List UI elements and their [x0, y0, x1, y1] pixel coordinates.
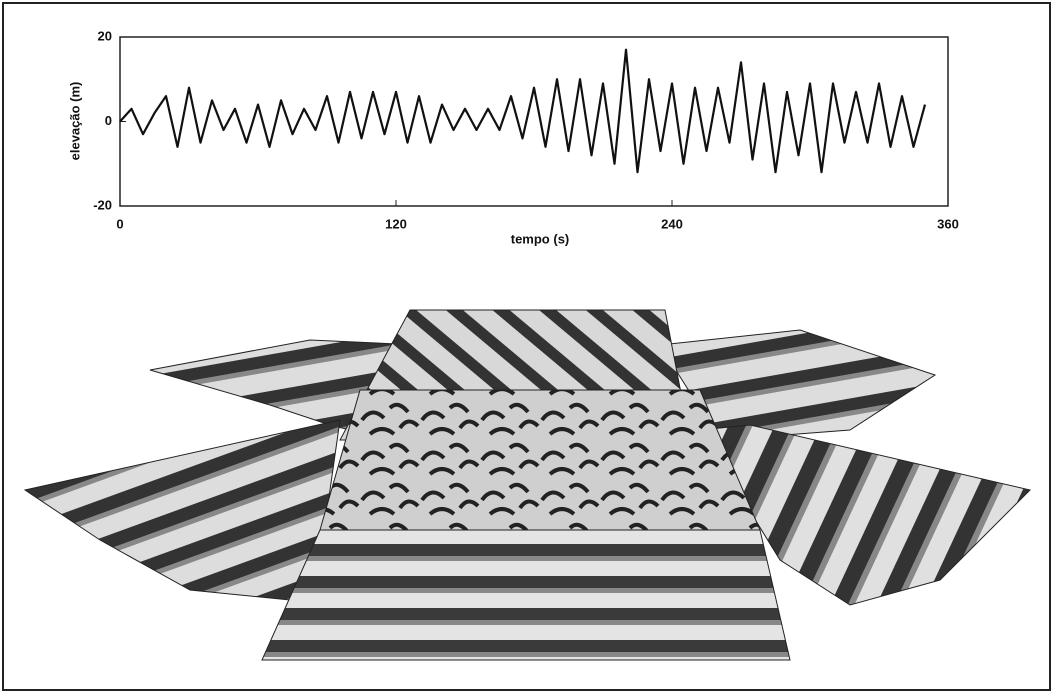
x-tick-label: 0: [116, 216, 123, 231]
panel-left: [25, 420, 340, 600]
y-tick-label: -20: [93, 197, 112, 212]
panel-front: [262, 530, 790, 660]
figure: elevação (m) tempo (s) -20 0 20 0 120 240 360: [0, 0, 1053, 693]
panel-center: [320, 390, 760, 530]
y-axis-label: elevação (m): [67, 82, 82, 161]
illustration: [25, 310, 1030, 660]
x-axis-label: tempo (s): [511, 231, 570, 246]
x-tick-label: 120: [385, 216, 407, 231]
x-tick-label: 360: [937, 216, 959, 231]
y-tick-label: 0: [105, 113, 112, 128]
y-tick-label: 20: [98, 28, 112, 43]
plot-frame: [120, 37, 948, 206]
wave-line: [120, 50, 925, 173]
x-tick-label: 240: [661, 216, 683, 231]
